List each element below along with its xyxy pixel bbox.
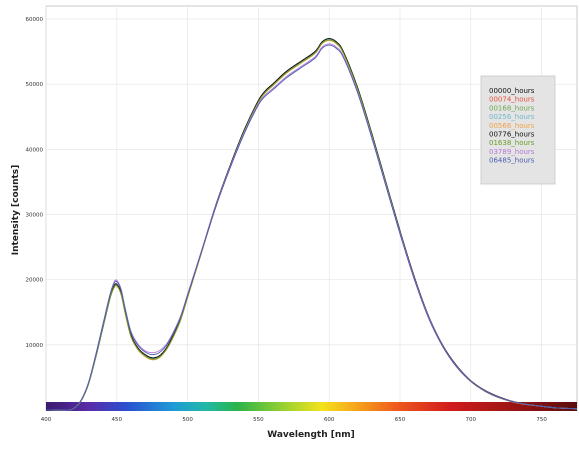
legend-entry: 00566_hours: [489, 122, 535, 130]
legend-entry: 03789_hours: [489, 148, 535, 156]
legend-entry: 00256_hours: [489, 113, 535, 121]
y-tick-label: 50000: [26, 82, 44, 88]
x-tick-label: 700: [466, 417, 477, 423]
x-tick-label: 450: [112, 417, 123, 423]
plot-background: [45, 5, 578, 411]
x-axis-title: Wavelength [nm]: [267, 430, 355, 440]
legend-entry: 00074_hours: [489, 96, 535, 104]
x-tick-label: 500: [182, 417, 193, 423]
legend-entry: 01638_hours: [489, 139, 535, 147]
legend-entry: 06485_hours: [489, 157, 535, 165]
y-tick-label: 60000: [26, 17, 44, 23]
y-tick-label: 30000: [26, 213, 44, 219]
y-tick-label: 40000: [26, 147, 44, 153]
series-line-06485_hours: [45, 44, 578, 411]
legend-entry: 00168_hours: [489, 104, 535, 112]
legend-entry: 00000_hours: [489, 87, 535, 95]
y-axis-title: Intensity [counts]: [11, 165, 21, 256]
spectrum-color-bar: [46, 402, 577, 411]
x-tick-label: 550: [253, 417, 264, 423]
axis-ticks: 400 450 500 550 600 650 700 750 10000 20000 30000 4…: [26, 17, 548, 423]
x-tick-label: 600: [324, 417, 335, 423]
legend-box: [480, 75, 556, 185]
x-tick-label: 650: [395, 417, 406, 423]
x-tick-label: 750: [536, 417, 547, 423]
x-tick-label: 400: [41, 417, 52, 423]
series-lines: [45, 38, 578, 411]
y-tick-label: 20000: [26, 278, 44, 284]
y-tick-label: 10000: [26, 343, 44, 349]
legend-entry: 00776_hours: [489, 131, 535, 139]
legend: 00000_hours00074_hours00168_hours00256_h…: [480, 75, 556, 185]
